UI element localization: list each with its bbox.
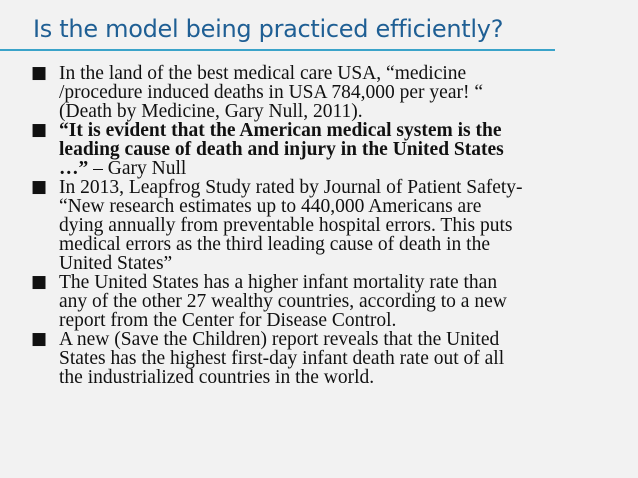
bullet-line: In 2013, Leapfrog Study rated by Journal…: [59, 177, 523, 198]
bullet-line: /procedure induced deaths in USA 784,000…: [59, 82, 483, 103]
square-bullet-icon: ■: [31, 120, 48, 140]
attribution: – Gary Null: [88, 158, 187, 179]
bullet-item: ■ The United States has a higher infant …: [29, 272, 609, 331]
bullet-line: report from the Center for Disease Contr…: [59, 310, 397, 331]
bullet-item: ■ In 2013, Leapfrog Study rated by Journ…: [29, 177, 609, 274]
bullet-line: (Death by Medicine, Gary Null, 2011).: [59, 101, 363, 122]
bullet-text: “It is evident that the American medical…: [59, 120, 609, 179]
slide-title: Is the model being practiced efficiently…: [33, 15, 504, 43]
bullet-line: dying annually from preventable hospital…: [59, 215, 513, 236]
square-bullet-icon: ■: [31, 272, 48, 292]
bullet-line: any of the other 27 wealthy countries, a…: [59, 291, 507, 312]
bullet-line: the industrialized countries in the worl…: [59, 367, 375, 388]
bullet-line: …” – Gary Null: [59, 158, 609, 179]
bullet-line: “New research estimates up to 440,000 Am…: [59, 196, 482, 217]
bullet-line: “It is evident that the American medical…: [59, 120, 502, 141]
bullet-text: The United States has a higher infant mo…: [59, 272, 609, 331]
bullet-item: ■ A new (Save the Children) report revea…: [29, 329, 609, 388]
bullet-text: A new (Save the Children) report reveals…: [59, 329, 609, 388]
bullet-line: The United States has a higher infant mo…: [59, 272, 498, 293]
square-bullet-icon: ■: [31, 177, 48, 197]
square-bullet-icon: ■: [31, 63, 48, 83]
quote-end: …”: [59, 158, 89, 179]
bullet-line: In the land of the best medical care USA…: [59, 63, 467, 84]
bullet-text: In the land of the best medical care USA…: [59, 63, 609, 122]
bullet-line: United States”: [59, 253, 173, 274]
bullet-list: ■ In the land of the best medical care U…: [29, 63, 609, 388]
bullet-line: medical errors as the third leading caus…: [59, 234, 490, 255]
square-bullet-icon: ■: [31, 329, 48, 349]
bullet-line: leading cause of death and injury in the…: [59, 139, 504, 160]
bullet-item: ■ “It is evident that the American medic…: [29, 120, 609, 179]
bullet-line: States has the highest first-day infant …: [59, 348, 505, 369]
bullet-item: ■ In the land of the best medical care U…: [29, 63, 609, 122]
bullet-text: In 2013, Leapfrog Study rated by Journal…: [59, 177, 609, 274]
bullet-line: A new (Save the Children) report reveals…: [59, 329, 500, 350]
title-underline: [0, 49, 555, 51]
